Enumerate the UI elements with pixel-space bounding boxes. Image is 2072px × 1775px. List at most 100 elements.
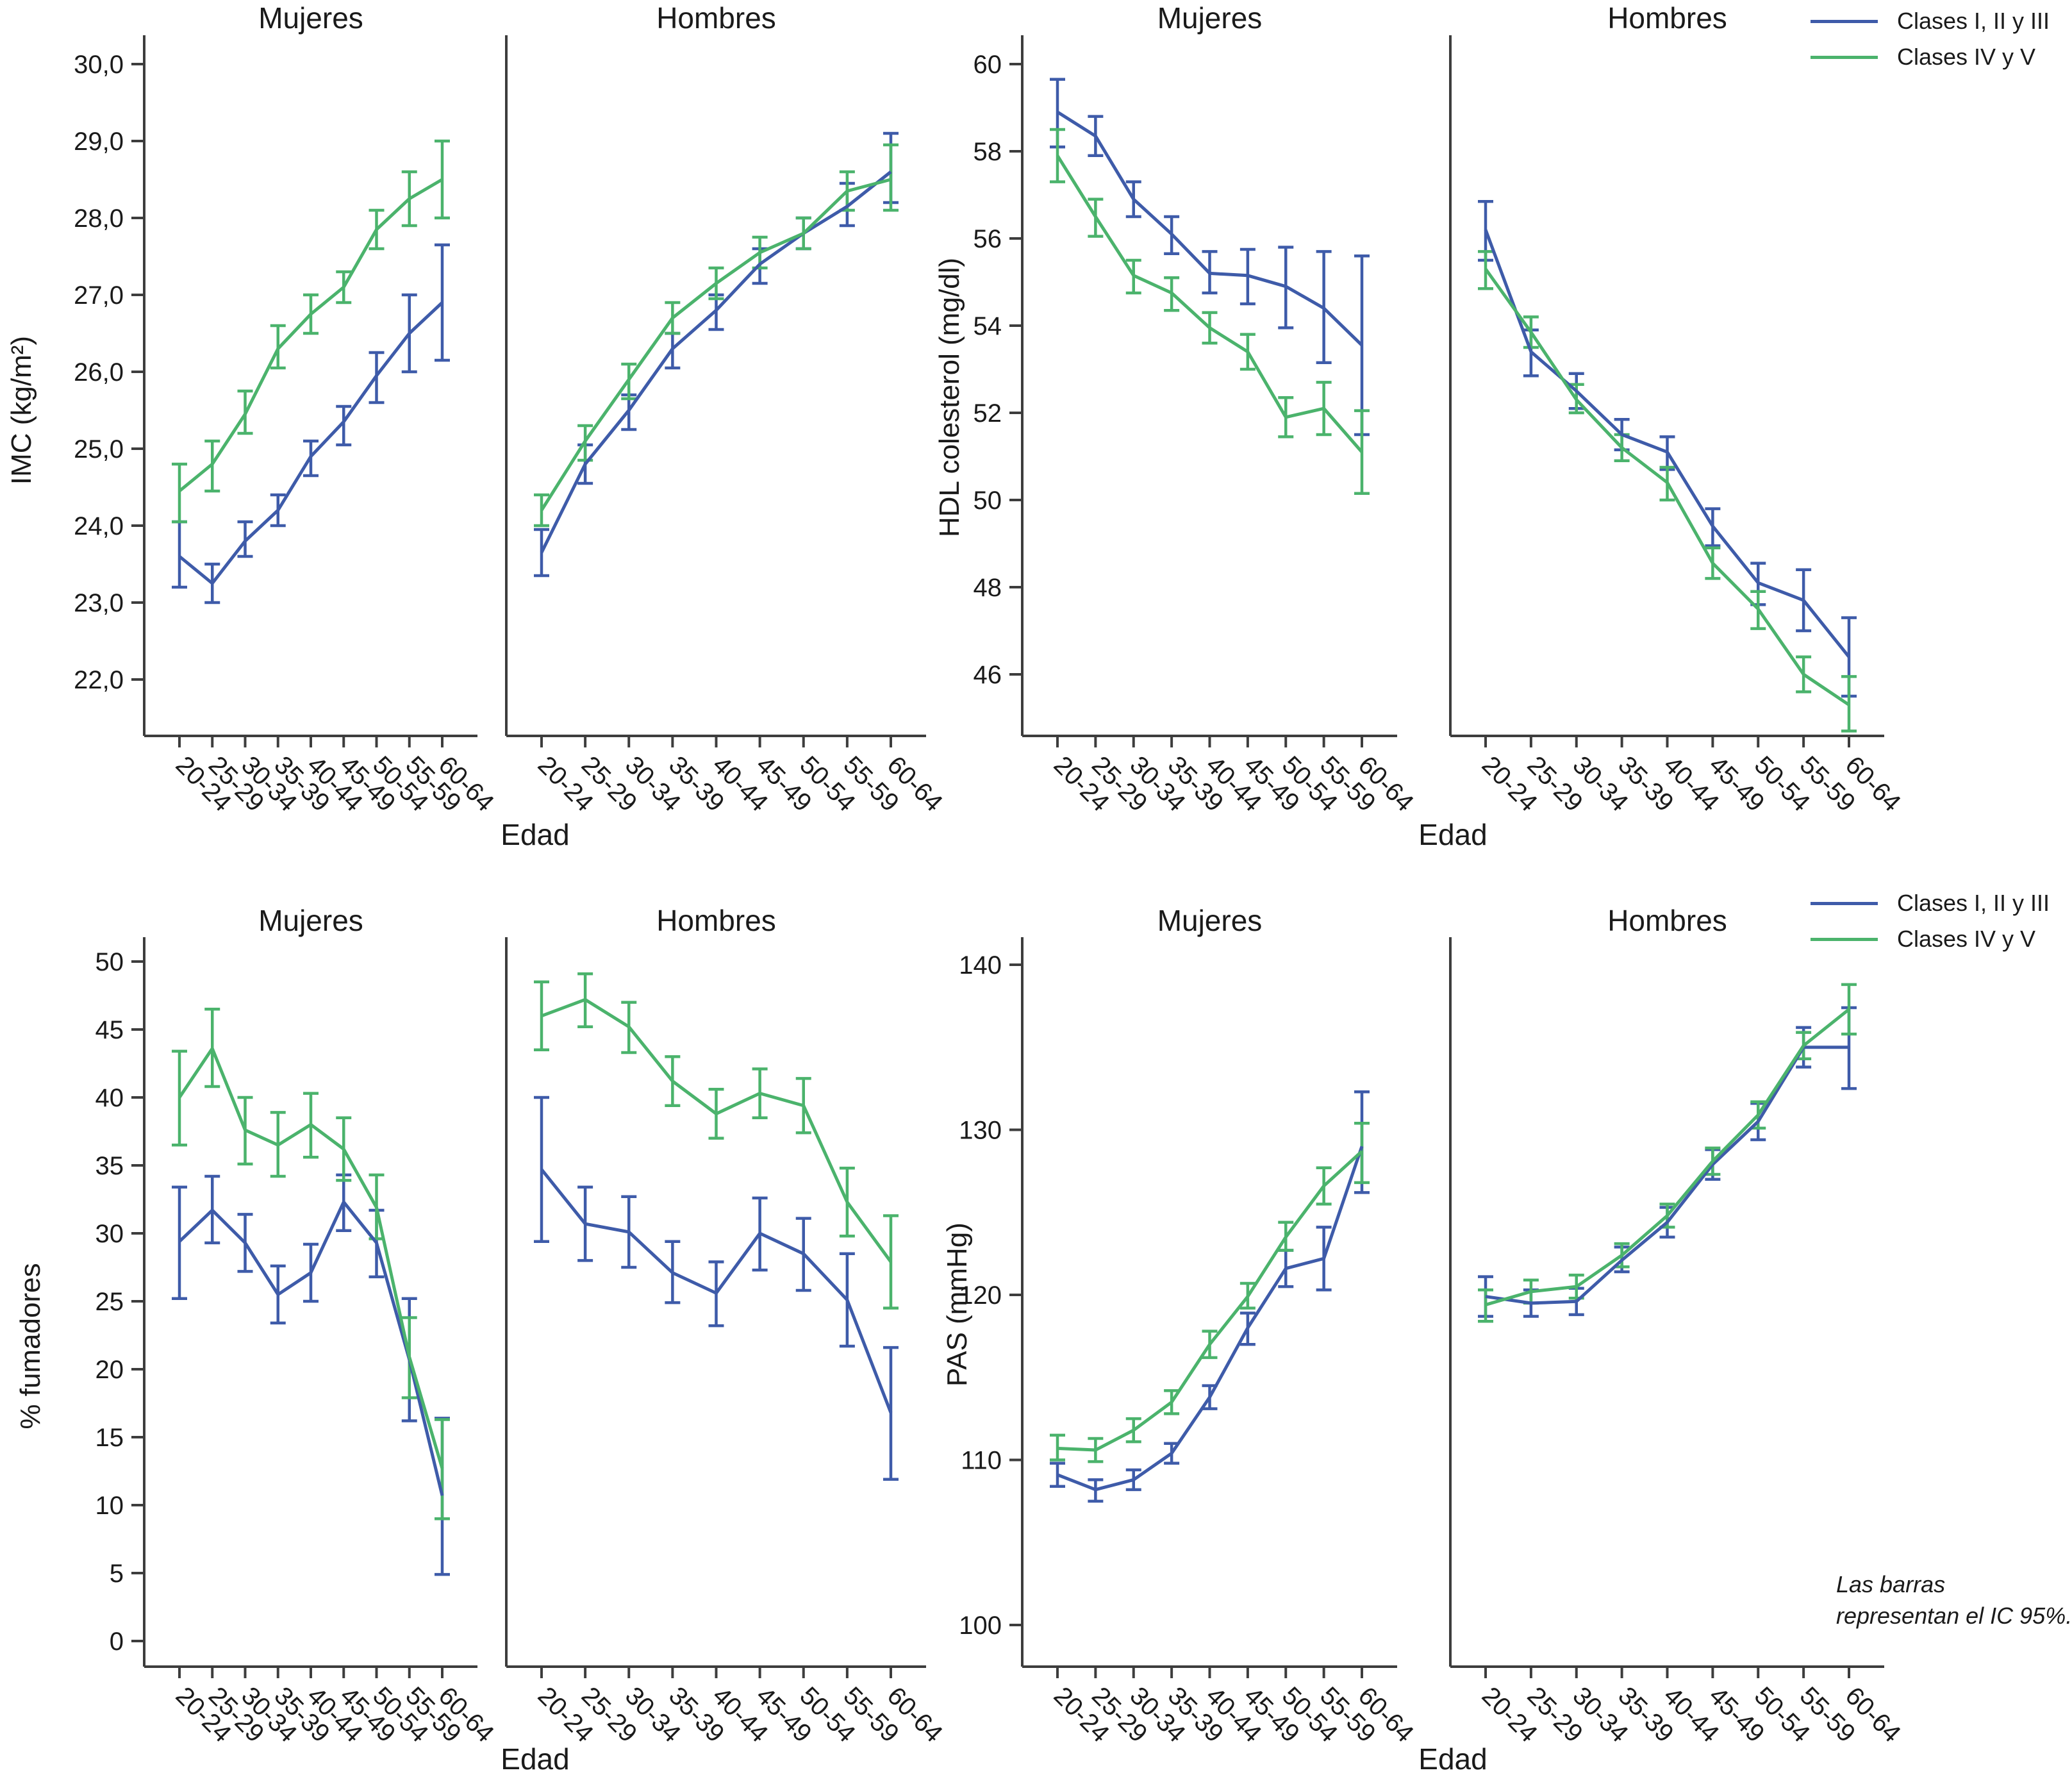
legend-bottom: Clases I, II y III Clases IV y V	[1811, 890, 2050, 953]
series-line-green	[1056, 154, 1363, 453]
series-line-blue	[1485, 1046, 1849, 1305]
figure-hdl: HDL colesterol (mg/dl) Edad Mujeres 46 48 50 5…	[934, 1, 1906, 851]
panel-pas-mujeres: Mujeres10011012013014020-2425-2930-3435-…	[959, 904, 1419, 1748]
y-tick-label: 140	[959, 951, 1002, 979]
legend-entry-label: Clases I, II y III	[1897, 890, 2050, 916]
legend-entry: Clases I, II y III	[1811, 8, 2050, 35]
y-tick-label: 40	[95, 1084, 124, 1112]
y-tick-label: 50	[974, 487, 1002, 515]
legend-entry: Clases IV y V	[1811, 926, 2050, 953]
series-line-green	[178, 178, 443, 492]
legend-entry: Clases I, II y III	[1811, 890, 2050, 917]
y-axis-label-imc: IMC (kg/m²)	[6, 336, 37, 485]
y-axis-label-pas: PAS (mmHg)	[941, 1222, 973, 1387]
figure-pas: PAS (mmHg)EdadMujeres10011012013014020-2…	[941, 904, 1906, 1775]
y-axis-label-fumadores: % fumadores	[15, 1263, 46, 1429]
y-tick-label: 130	[959, 1117, 1002, 1145]
panel-fumadores-mujeres: Mujeres0510152025303540455020-2425-2930-…	[95, 904, 500, 1748]
y-tick-label: 10	[95, 1492, 124, 1520]
x-axis-label-edad: Edad	[1418, 1742, 1487, 1775]
y-tick-label: 27,0	[74, 281, 124, 310]
y-tick-label: 15	[95, 1424, 124, 1452]
error-bars-green	[534, 972, 899, 1310]
panel-fumadores-hombres: Hombres20-2425-2930-3435-3940-4445-4950-…	[505, 904, 948, 1748]
y-tick-label: 110	[961, 1447, 1002, 1475]
panel-title: Mujeres	[1157, 904, 1263, 937]
series-line-blue	[540, 171, 892, 554]
error-bars-green	[534, 143, 899, 528]
y-tick-label: 30,0	[74, 51, 124, 79]
error-bars-green	[1478, 983, 1857, 1323]
legend-line-green-swatch	[1811, 55, 1878, 59]
figure-fumadores: % fumadores Edad Mujeres 0 5 10 15 20 25 30 35 40 45…	[15, 904, 948, 1775]
series-line-blue	[540, 1168, 893, 1413]
panel-title: Hombres	[1607, 904, 1727, 937]
panel-hdl-mujeres: Mujeres464850525456586020-2425-2930-3435…	[974, 1, 1420, 817]
series-line-green	[1485, 1008, 1850, 1306]
error-bars-green	[1050, 128, 1370, 496]
panel-title: Hombres	[656, 904, 776, 937]
panel-title: Hombres	[656, 1, 776, 35]
series-line-blue	[178, 1200, 444, 1496]
series-line-blue	[178, 301, 443, 585]
x-axis-label-edad: Edad	[501, 1742, 569, 1775]
panel-imc-hombres: Hombres20-2425-2930-3435-3940-4445-4950-…	[505, 1, 948, 817]
x-axis-label-edad: Edad	[1418, 818, 1487, 851]
legend-line-green-swatch	[1811, 937, 1878, 941]
y-tick-label: 120	[959, 1281, 1002, 1310]
y-tick-label: 0	[110, 1628, 124, 1656]
x-axis-label-edad: Edad	[501, 818, 569, 851]
legend-entry-label: Clases IV y V	[1897, 926, 2036, 952]
panel-hdl-hombres: Hombres20-2425-2930-3435-3940-4445-4950-…	[1449, 1, 1906, 817]
y-axis-label-hdl: HDL colesterol (mg/dl)	[934, 258, 965, 537]
y-tick-label: 52	[974, 399, 1002, 428]
y-tick-label: 28,0	[74, 204, 124, 233]
y-tick-label: 23,0	[74, 589, 124, 617]
panel-title: Hombres	[1607, 1, 1727, 35]
y-tick-label: 26,0	[74, 358, 124, 387]
y-tick-label: 29,0	[74, 128, 124, 156]
series-line-green	[178, 1047, 444, 1469]
series-line-blue	[1056, 110, 1363, 347]
series-line-green	[541, 997, 893, 1263]
y-tick-label: 30	[95, 1220, 124, 1248]
y-tick-label: 22,0	[74, 666, 124, 694]
y-tick-label: 56	[974, 225, 1002, 253]
y-tick-label: 45	[95, 1016, 124, 1044]
y-tick-label: 54	[974, 312, 1002, 340]
y-tick-label: 48	[974, 574, 1002, 602]
series-line-green	[540, 178, 891, 512]
series-line-blue	[1484, 229, 1850, 658]
panel-title: Mujeres	[1157, 1, 1263, 35]
error-bars-blue	[1478, 199, 1857, 698]
y-tick-label: 60	[974, 51, 1002, 79]
legend-line-blue-swatch	[1811, 901, 1878, 905]
legend-entry-label: Clases IV y V	[1897, 44, 2036, 70]
y-tick-label: 35	[95, 1152, 124, 1180]
series-line-blue	[1057, 1146, 1364, 1492]
error-bars-green	[1050, 1121, 1370, 1463]
series-line-green	[1484, 268, 1850, 706]
legend-entry-label: Clases I, II y III	[1897, 8, 2050, 34]
error-bars-blue	[534, 131, 899, 578]
ci-note-line1: Las barras	[1836, 1571, 1946, 1597]
legend-entry: Clases IV y V	[1811, 44, 2050, 71]
y-tick-label: 50	[95, 948, 124, 976]
figure-imc: IMC (kg/m²) Edad Mujeres 22,0 23,0 24,0 25,0 26…	[6, 1, 948, 851]
legend-line-blue-swatch	[1811, 19, 1878, 23]
error-bars-green	[1478, 250, 1857, 733]
y-tick-label: 24,0	[74, 512, 124, 540]
y-tick-label: 46	[974, 661, 1002, 689]
series-line-green	[1057, 1150, 1363, 1452]
y-tick-label: 20	[95, 1356, 124, 1384]
y-tick-label: 58	[974, 138, 1002, 166]
y-tick-label: 5	[110, 1560, 124, 1588]
ci-note: Las barras representan el IC 95%.	[1836, 1569, 2072, 1631]
y-tick-label: 25	[95, 1288, 124, 1316]
y-tick-label: 25,0	[74, 435, 124, 463]
error-bars-blue	[534, 1096, 899, 1481]
ci-note-line2: representan el IC 95%.	[1836, 1602, 2072, 1629]
panel-title: Mujeres	[258, 1, 363, 35]
error-bars-blue	[1050, 78, 1370, 437]
